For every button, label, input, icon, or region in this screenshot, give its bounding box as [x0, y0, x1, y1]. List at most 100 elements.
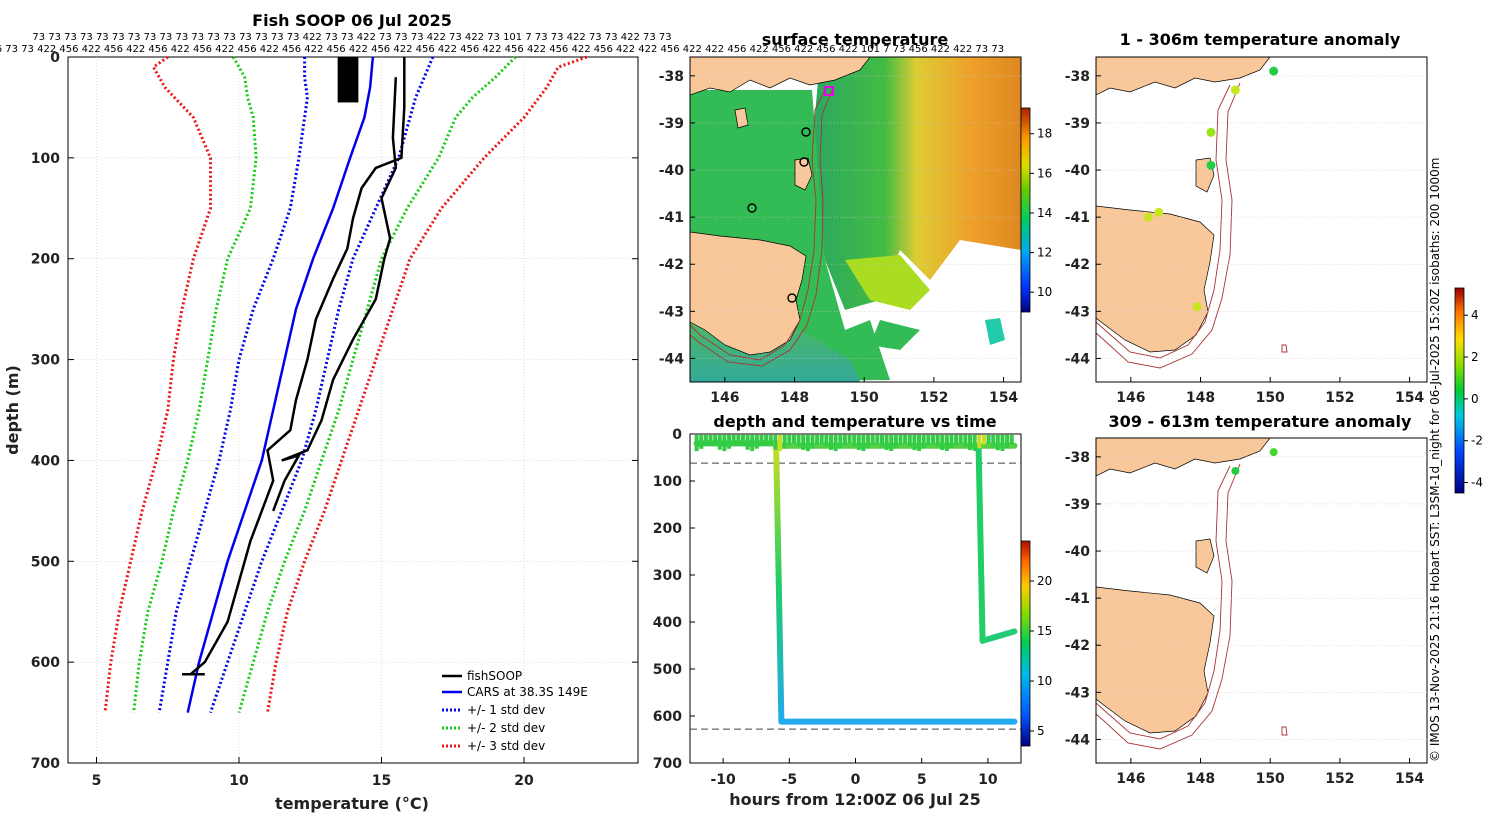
ts-colorbar-tick-label: 10 — [1037, 674, 1052, 688]
anom2-tasmania-land — [1096, 586, 1215, 734]
profile-ytick-label: 200 — [31, 252, 60, 268]
anom1-point — [1154, 207, 1164, 217]
anom1-point — [1230, 85, 1240, 95]
sst-station — [799, 157, 809, 167]
sst-colorbar — [1020, 107, 1031, 313]
sst-station — [801, 127, 811, 137]
profile-series--2-std-dev — [132, 56, 258, 713]
anomaly-colorbar-tick-label: -2 — [1471, 434, 1483, 448]
profile-ytick-label: 600 — [31, 655, 60, 671]
map-ytick-label: -44 — [1065, 351, 1091, 367]
sst-isobath-200 — [690, 89, 826, 361]
profile-ylabel: depth (m) — [3, 365, 22, 455]
map-xtick-label: 154 — [1395, 390, 1424, 406]
ts-colorbar-tick-label: 20 — [1037, 574, 1052, 588]
ts-ytick-label: 500 — [653, 662, 682, 678]
profile-xtick-label: 20 — [514, 773, 534, 789]
map-xtick-label: 146 — [1116, 390, 1145, 406]
map-ytick-label: -43 — [1065, 685, 1090, 701]
anom2-point — [1269, 448, 1278, 457]
anomaly-colorbar-tick-label: 2 — [1471, 350, 1479, 364]
map-ytick-label: -43 — [1065, 304, 1090, 320]
map-ytick-label: -43 — [659, 304, 684, 320]
ts-colorbar-tick-label: 5 — [1037, 724, 1045, 738]
map-ytick-label: -41 — [1065, 210, 1090, 226]
ts-xtick-label: -10 — [710, 772, 736, 788]
legend-3std: +/- 3 std dev — [467, 739, 545, 753]
ts-series-descent-1 — [773, 440, 785, 725]
anom1-seamount — [1281, 344, 1288, 353]
anomaly-2-panel: 309 - 613m temperature anomaly 146 148 150… — [1065, 412, 1428, 787]
map-ytick-label: -40 — [1065, 163, 1091, 179]
anomaly-colorbar-tick-label: 4 — [1471, 308, 1479, 322]
map-ytick-label: -38 — [1065, 450, 1090, 466]
legend-cars: CARS at 38.3S 149E — [467, 685, 588, 699]
ts-axes-box — [689, 433, 1022, 764]
map-xtick-label: 150 — [1256, 771, 1285, 787]
map-ytick-label: -42 — [1065, 638, 1090, 654]
profile-series--3-std-dev — [103, 55, 212, 713]
ts-ytick-label: 400 — [653, 615, 682, 631]
profile-xtick-label: 5 — [92, 773, 102, 789]
profile-series--2-std-dev — [237, 55, 517, 714]
anom2-isobath-200 — [1096, 465, 1231, 740]
ts-ytick-label: 0 — [672, 427, 682, 443]
profile-series-fishsoop — [189, 57, 406, 676]
ts-xlabel: hours from 12:00Z 06 Jul 25 — [729, 790, 980, 809]
map-xtick-label: 150 — [1256, 390, 1285, 406]
map-ytick-label: -42 — [659, 257, 684, 273]
map-ytick-label: -40 — [1065, 544, 1091, 560]
sst-yellow-patch — [845, 255, 930, 310]
ts-title: depth and temperature vs time — [713, 412, 996, 431]
anomaly-colorbar-tick-label: -4 — [1471, 476, 1483, 490]
sst-warm-water — [812, 57, 1021, 310]
map-ytick-label: -39 — [1065, 116, 1090, 132]
map-ytick-label: -41 — [659, 210, 684, 226]
side-note: © IMOS 13-Nov-2025 21:16 Hobart SST: L3S… — [1428, 158, 1442, 762]
sst-isobath-1000 — [690, 87, 834, 367]
ts-ytick-label: 700 — [653, 756, 682, 772]
anom1-point — [1192, 302, 1202, 312]
ts-xtick-label: 5 — [917, 772, 927, 788]
sst-colorbar-tick-label: 10 — [1037, 285, 1052, 299]
map-xtick-label: 146 — [1116, 771, 1145, 787]
map-xtick-label: 152 — [1325, 390, 1354, 406]
sst-station — [747, 203, 757, 213]
top-station-labels-1: 73 73 73 73 73 73 73 73 73 73 73 73 73 7… — [32, 32, 671, 43]
profile-series-cars-at-38-3s-149e — [186, 56, 375, 713]
map-xtick-label: 148 — [1186, 390, 1215, 406]
ts-ytick-label: 300 — [653, 568, 682, 584]
anom2-axes-box — [1095, 437, 1428, 764]
profile-xtick-label: 15 — [372, 773, 391, 789]
anom2-seamount — [1281, 726, 1288, 736]
anom1-point — [1143, 212, 1153, 222]
sst-title: surface temperature — [762, 30, 949, 49]
anomaly-1-panel: 1 - 306m temperature anomaly 146 148 150 15… — [1065, 30, 1428, 406]
sst-station — [787, 293, 797, 303]
map-ytick-label: -40 — [659, 163, 685, 179]
profile-ytick-label: 300 — [31, 353, 60, 369]
ts-series-descent-2 — [975, 445, 986, 644]
ts-xtick-label: 0 — [851, 772, 861, 788]
legend-fishsoop: fishSOOP — [467, 669, 522, 683]
profile-ytick-label: 500 — [31, 554, 60, 570]
profile-series--1-std-dev — [209, 56, 435, 714]
anomaly-colorbar — [1454, 287, 1465, 494]
anom2-title: 309 - 613m temperature anomaly — [1109, 412, 1412, 431]
map-xtick-label: 150 — [850, 390, 879, 406]
profile-series--1-std-dev — [157, 57, 309, 713]
top-station-labels-2: 73 422 73 73 422 73 73 422 73 422 456 73… — [0, 44, 1004, 55]
ts-series-bottom-2 — [979, 628, 1018, 644]
anom1-point — [1206, 127, 1216, 137]
anom1-title: 1 - 306m temperature anomaly — [1120, 30, 1401, 49]
profile-panel: Fish SOOP 06 Jul 2025 73 73 73 73 73 73 … — [0, 11, 1004, 813]
map-xtick-label: 146 — [710, 390, 739, 406]
profile-series-fishsoop-2 — [272, 77, 398, 512]
map-ytick-label: -44 — [1065, 732, 1091, 748]
ts-xtick-label: -5 — [782, 772, 798, 788]
map-xtick-label: 148 — [1186, 771, 1215, 787]
map-ytick-label: -44 — [659, 351, 685, 367]
ts-ytick-label: 200 — [653, 521, 682, 537]
sst-colorbar-tick-label: 16 — [1037, 166, 1052, 180]
